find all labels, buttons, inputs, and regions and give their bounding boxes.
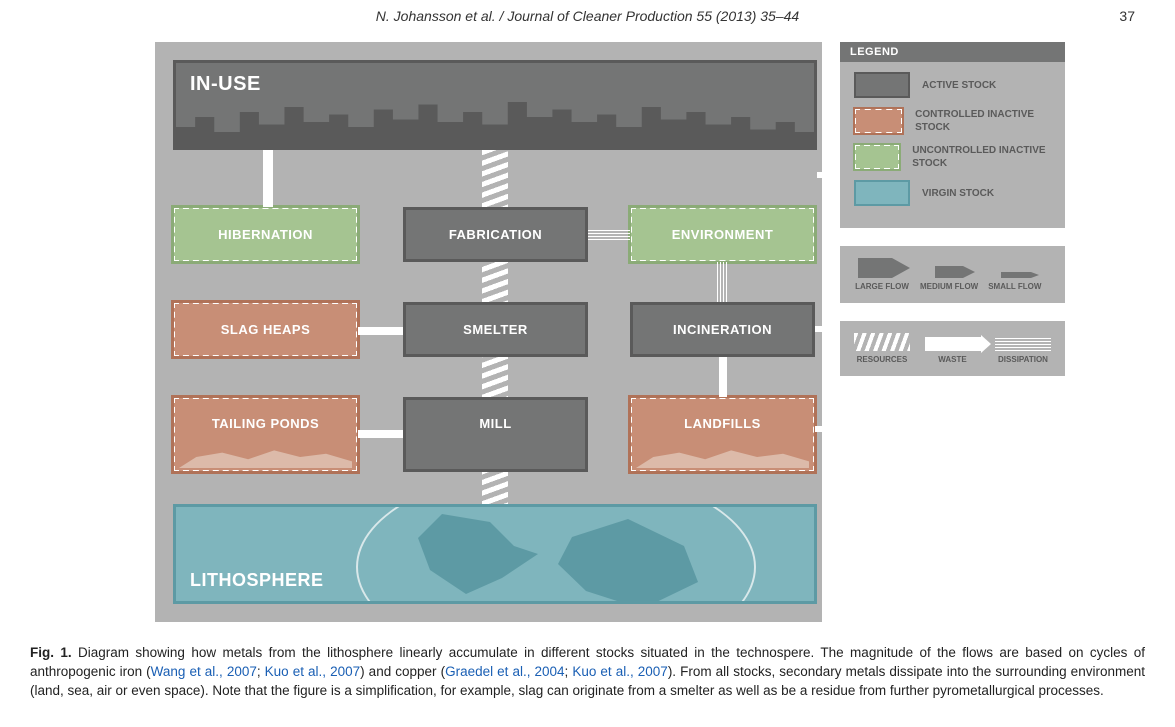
flow-smelter-slag — [358, 327, 403, 335]
legend-label: VIRGIN STOCK — [922, 187, 994, 200]
box-hibernation: HIBERNATION — [173, 207, 358, 262]
swatch-virgin — [854, 180, 910, 206]
flow-waste: WASTE — [925, 337, 981, 364]
box-label: IN-USE — [190, 73, 261, 96]
box-label: LANDFILLS — [684, 416, 761, 431]
box-incineration: INCINERATION — [630, 302, 815, 357]
flow-label: WASTE — [938, 355, 966, 364]
box-label: SMELTER — [463, 322, 528, 337]
dissipation-arrow-icon — [995, 337, 1051, 351]
flow-mill-tailing — [358, 430, 403, 438]
globe-icon — [356, 504, 756, 604]
box-label: INCINERATION — [673, 322, 772, 337]
legend-label: ACTIVE STOCK — [922, 79, 996, 92]
legend-row-controlled: CONTROLLED INACTIVE STOCK — [854, 108, 1051, 134]
ref-link[interactable]: Wang et al., 2007 — [151, 664, 257, 679]
legend-stocks: LEGEND ACTIVE STOCK CONTROLLED INACTIVE … — [840, 42, 1065, 228]
flow-type-row: RESOURCES WASTE DISSIPATION — [854, 333, 1051, 364]
ref-link[interactable]: Kuo et al., 2007 — [572, 664, 667, 679]
caption-text: ) and copper ( — [360, 664, 445, 679]
hatched-arrow-icon — [854, 333, 910, 351]
box-label: ENVIRONMENT — [672, 227, 774, 242]
legend-row-active: ACTIVE STOCK — [854, 72, 1051, 98]
figure-caption: Fig. 1. Diagram showing how metals from … — [0, 622, 1175, 711]
legend-row-virgin: VIRGIN STOCK — [854, 180, 1051, 206]
box-label: TAILING PONDS — [212, 416, 319, 431]
box-label: SLAG HEAPS — [221, 322, 311, 337]
flow-label: RESOURCES — [857, 355, 908, 364]
arrow-small-icon — [1031, 272, 1039, 278]
waste-arrow-icon — [925, 337, 981, 351]
box-tailing-ponds: TAILING PONDS — [173, 397, 358, 472]
flow-into-landfills — [815, 426, 829, 432]
arrow-large-icon — [892, 258, 910, 278]
citation: N. Johansson et al. / Journal of Cleaner… — [376, 8, 799, 24]
running-head: N. Johansson et al. / Journal of Cleaner… — [0, 0, 1175, 32]
legend-title: LEGEND — [840, 42, 1065, 62]
box-landfills: LANDFILLS — [630, 397, 815, 472]
box-smelter: SMELTER — [403, 302, 588, 357]
diagram-panel: IN-USE HIBERNATION FABRICATION ENVIRONME… — [155, 42, 822, 622]
swatch-uncontrolled — [854, 144, 900, 170]
flow-medium: MEDIUM FLOW — [920, 266, 978, 291]
arrow-medium-icon — [963, 266, 975, 278]
flow-inuse-hibernation — [263, 150, 273, 207]
swatch-active — [854, 72, 910, 98]
skyline-icon — [176, 97, 814, 147]
flow-into-incineration — [815, 326, 829, 332]
flow-resources: RESOURCES — [854, 333, 910, 364]
box-label: FABRICATION — [449, 227, 542, 242]
flow-size-row: LARGE FLOW MEDIUM FLOW SMALL FLOW — [854, 258, 1051, 291]
box-label: HIBERNATION — [218, 227, 313, 242]
flow-label: DISSIPATION — [998, 355, 1048, 364]
legend-label: CONTROLLED INACTIVE STOCK — [915, 108, 1051, 134]
box-slag-heaps: SLAG HEAPS — [173, 302, 358, 357]
legend-flow-sizes: LARGE FLOW MEDIUM FLOW SMALL FLOW — [840, 246, 1065, 303]
box-label: MILL — [479, 416, 511, 431]
sep: ; — [257, 664, 265, 679]
flow-label: SMALL FLOW — [988, 282, 1041, 291]
ref-link[interactable]: Graedel et al., 2004 — [445, 664, 564, 679]
flow-small: SMALL FLOW — [988, 272, 1041, 291]
box-lithosphere: LITHOSPHERE — [173, 504, 817, 604]
flow-right-down — [825, 172, 831, 432]
flow-incineration-environment — [717, 262, 727, 302]
flow-incineration-landfills — [719, 357, 727, 397]
box-label: LITHOSPHERE — [190, 570, 324, 591]
swatch-controlled — [854, 108, 903, 134]
flow-dissipation: DISSIPATION — [995, 337, 1051, 364]
fig-label: Fig. 1. — [30, 645, 72, 660]
legend-row-uncontrolled: UNCONTROLLED INACTIVE STOCK — [854, 144, 1051, 170]
box-mill: MILL — [403, 397, 588, 472]
box-environment: ENVIRONMENT — [630, 207, 815, 262]
heap-icon — [179, 446, 352, 468]
flow-label: MEDIUM FLOW — [920, 282, 978, 291]
flow-large: LARGE FLOW — [854, 258, 910, 291]
ref-link[interactable]: Kuo et al., 2007 — [265, 664, 360, 679]
heap-icon — [636, 446, 809, 468]
legend-flow-types: RESOURCES WASTE DISSIPATION — [840, 321, 1065, 376]
flow-fabrication-environment — [588, 230, 630, 240]
page-number: 37 — [1119, 8, 1135, 24]
legend-column: LEGEND ACTIVE STOCK CONTROLLED INACTIVE … — [840, 42, 1065, 622]
legend-label: UNCONTROLLED INACTIVE STOCK — [912, 144, 1051, 170]
figure-wrap: IN-USE HIBERNATION FABRICATION ENVIRONME… — [0, 32, 1175, 622]
box-in-use: IN-USE — [173, 60, 817, 150]
flow-label: LARGE FLOW — [855, 282, 909, 291]
box-fabrication: FABRICATION — [403, 207, 588, 262]
